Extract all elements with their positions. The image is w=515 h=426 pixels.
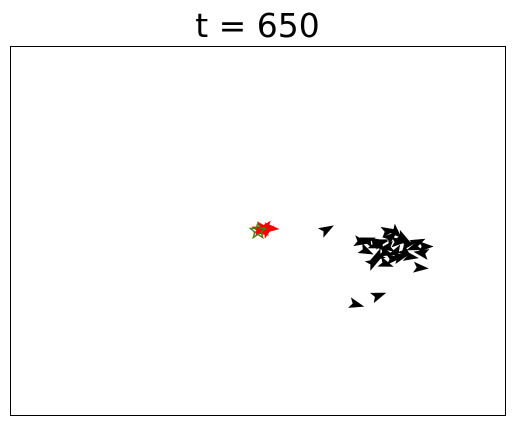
flock-agent-marker	[364, 258, 381, 271]
flock-agent-marker	[377, 256, 394, 267]
flock-agent-marker	[357, 243, 374, 255]
flock-agent-marker	[317, 225, 334, 238]
flock-agent-marker	[418, 241, 434, 252]
flock-agent-marker	[402, 250, 419, 261]
flock-agent-marker	[359, 237, 376, 248]
flock-agent-marker	[387, 223, 402, 239]
chart-title: t = 650	[195, 6, 320, 45]
flock-agent-marker	[372, 238, 389, 251]
plot-marks	[248, 220, 434, 308]
flock-agent-marker	[382, 231, 398, 246]
flock-agent-marker	[370, 292, 387, 304]
flock-agent-marker	[394, 229, 411, 243]
target-star-marker	[248, 221, 268, 240]
flock-agent-marker	[348, 297, 365, 308]
flock-agent-marker	[413, 249, 430, 260]
flock-agent-marker	[409, 238, 426, 251]
flock-agent-marker	[412, 261, 429, 273]
flock-agent-marker	[380, 226, 397, 238]
